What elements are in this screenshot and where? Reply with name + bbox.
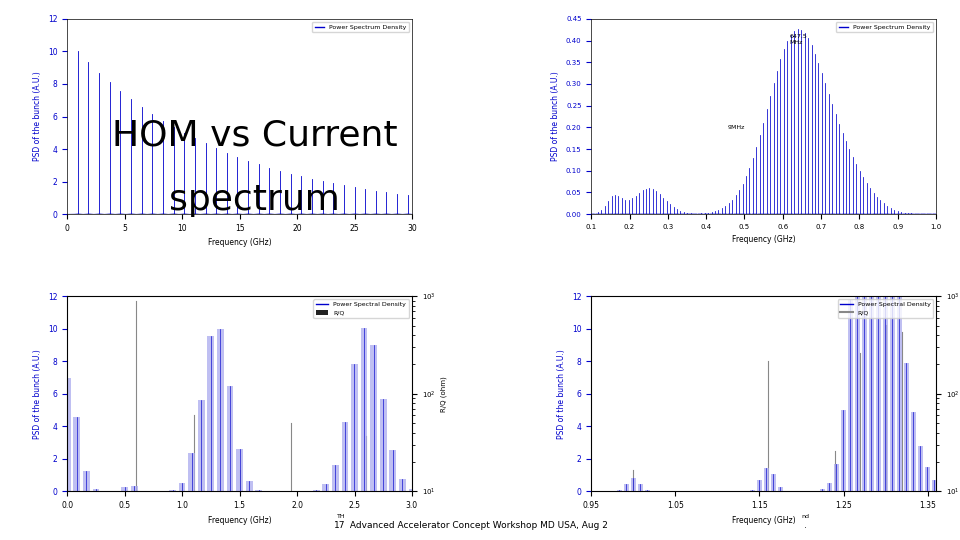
- Legend: Power Spectrum Density: Power Spectrum Density: [312, 22, 409, 32]
- X-axis label: Frequency (GHz): Frequency (GHz): [207, 239, 272, 247]
- X-axis label: Frequency (GHz): Frequency (GHz): [732, 516, 796, 525]
- Y-axis label: PSD of the bunch (A.U.): PSD of the bunch (A.U.): [34, 349, 42, 438]
- X-axis label: Frequency (GHz): Frequency (GHz): [207, 516, 272, 525]
- Text: .: .: [804, 521, 806, 530]
- Text: spectrum: spectrum: [169, 183, 340, 217]
- X-axis label: Frequency (GHz): Frequency (GHz): [732, 235, 796, 245]
- Y-axis label: PSD of the bunch (A.U.): PSD of the bunch (A.U.): [551, 72, 561, 161]
- Legend: Power Spectral Density, R/Q: Power Spectral Density, R/Q: [837, 299, 933, 318]
- Legend: Power Spectrum Density: Power Spectrum Density: [836, 22, 933, 32]
- Text: 647.5
MHz: 647.5 MHz: [789, 34, 807, 45]
- Text: 17: 17: [334, 521, 346, 530]
- Legend: Power Spectral Density, R/Q: Power Spectral Density, R/Q: [314, 299, 409, 318]
- Text: nd: nd: [802, 515, 809, 519]
- Y-axis label: PSD of the bunch (A.U.): PSD of the bunch (A.U.): [34, 72, 42, 161]
- Text: TH: TH: [337, 515, 346, 519]
- Text: Advanced Accelerator Concept Workshop MD USA, Aug 2: Advanced Accelerator Concept Workshop MD…: [347, 521, 608, 530]
- Text: 9MHz: 9MHz: [728, 125, 745, 130]
- Y-axis label: PSD of the bunch (A.U.): PSD of the bunch (A.U.): [558, 349, 566, 438]
- Text: HOM vs Current: HOM vs Current: [111, 118, 397, 152]
- Y-axis label: R/Q (ohm): R/Q (ohm): [441, 376, 447, 411]
